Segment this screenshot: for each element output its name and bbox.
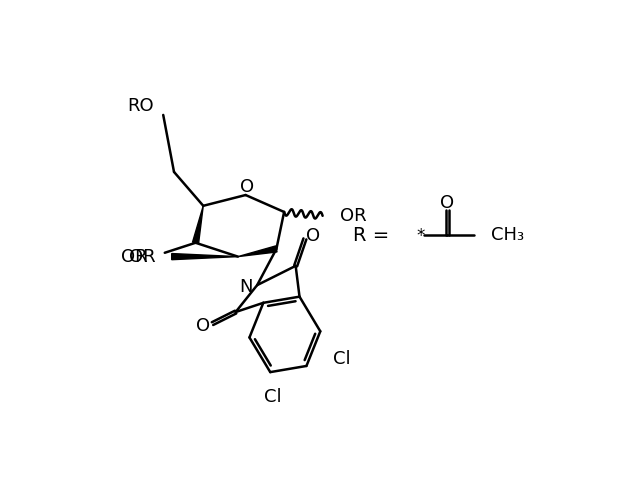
- Text: *: *: [416, 227, 424, 245]
- Text: R =: R =: [353, 226, 390, 244]
- Text: N: N: [239, 278, 253, 296]
- Text: CH₃: CH₃: [492, 226, 524, 244]
- Text: O: O: [240, 178, 254, 196]
- Polygon shape: [193, 206, 204, 243]
- Text: Cl: Cl: [264, 388, 282, 406]
- Polygon shape: [238, 246, 277, 256]
- Text: O: O: [440, 194, 454, 212]
- Polygon shape: [172, 254, 238, 260]
- Text: OR: OR: [121, 248, 148, 266]
- Text: O: O: [305, 227, 319, 245]
- Text: Cl: Cl: [333, 350, 351, 368]
- Text: OR: OR: [129, 248, 156, 266]
- Text: O: O: [196, 317, 211, 335]
- Text: OR: OR: [340, 207, 366, 225]
- Text: RO: RO: [127, 97, 154, 114]
